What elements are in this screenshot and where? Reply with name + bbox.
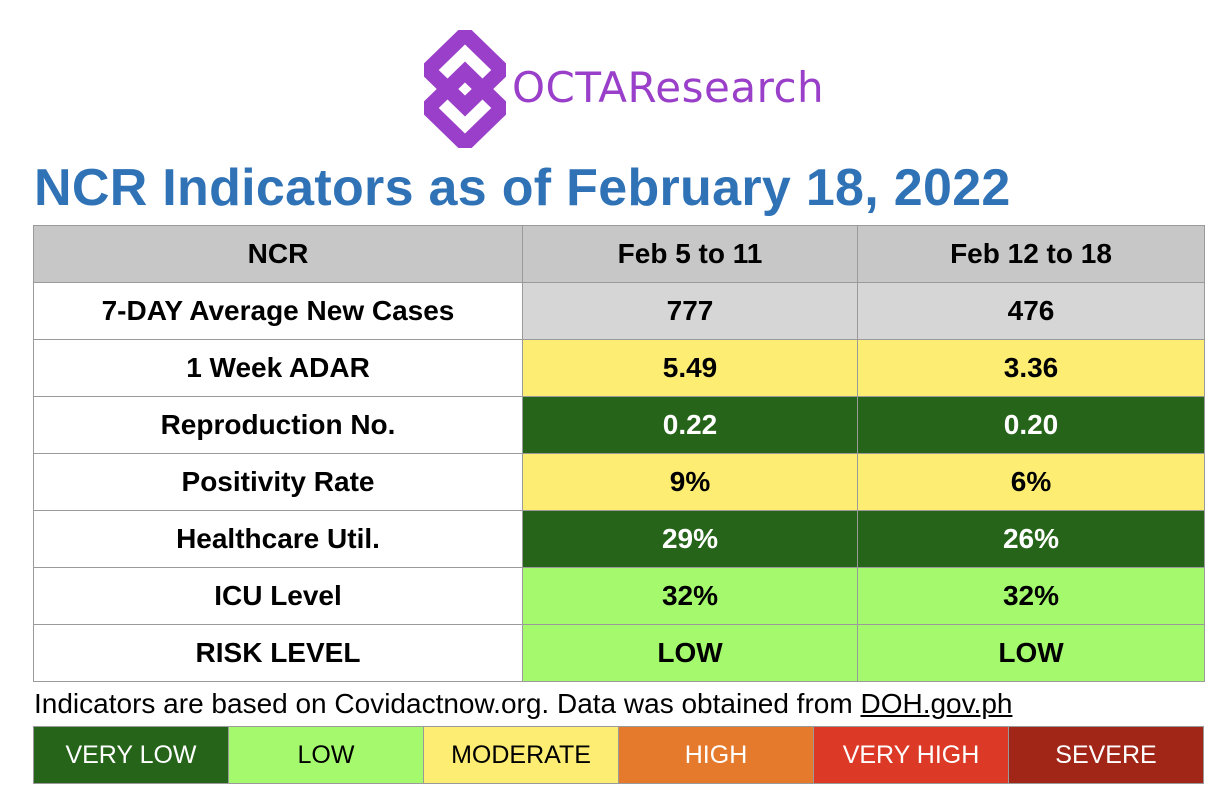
row-value-week-1: 777 [522,282,858,340]
row-label: RISK LEVEL [33,624,523,682]
row-value-week-2: LOW [857,624,1205,682]
row-value-week-2: 0.20 [857,396,1205,454]
header-ncr: NCR [33,225,523,283]
doh-link[interactable]: DOH.gov.ph [860,688,1013,719]
row-value-week-1: 29% [522,510,858,568]
table-row: RISK LEVEL LOW LOW [33,624,1205,682]
row-value-week-2: 32% [857,567,1205,625]
table-row: 1 Week ADAR 5.49 3.36 [33,339,1205,397]
logo: OCTAResearch [424,30,824,148]
legend-moderate: MODERATE [424,727,619,783]
header-week-1: Feb 5 to 11 [522,225,858,283]
footnote: Indicators are based on Covidactnow.org.… [34,688,1012,720]
table-header-row: NCR Feb 5 to 11 Feb 12 to 18 [33,225,1205,283]
risk-legend: VERY LOW LOW MODERATE HIGH VERY HIGH SEV… [33,726,1204,784]
row-value-week-1: 0.22 [522,396,858,454]
row-value-week-1: LOW [522,624,858,682]
table-row: Positivity Rate 9% 6% [33,453,1205,511]
legend-high: HIGH [619,727,814,783]
row-label: Positivity Rate [33,453,523,511]
row-label: Reproduction No. [33,396,523,454]
row-value-week-2: 6% [857,453,1205,511]
row-label: ICU Level [33,567,523,625]
row-value-week-2: 476 [857,282,1205,340]
row-value-week-1: 9% [522,453,858,511]
legend-very-high: VERY HIGH [814,727,1009,783]
page-title: NCR Indicators as of February 18, 2022 [34,159,1011,217]
indicators-table: NCR Feb 5 to 11 Feb 12 to 18 7-DAY Avera… [33,225,1205,682]
row-value-week-2: 26% [857,510,1205,568]
row-value-week-1: 5.49 [522,339,858,397]
table-row: Healthcare Util. 29% 26% [33,510,1205,568]
legend-very-low: VERY LOW [34,727,229,783]
legend-low: LOW [229,727,424,783]
header-week-2: Feb 12 to 18 [857,225,1205,283]
octa-diamond-logo-icon [424,30,506,148]
legend-severe: SEVERE [1009,727,1203,783]
row-label: 7-DAY Average New Cases [33,282,523,340]
row-label: Healthcare Util. [33,510,523,568]
table-row: Reproduction No. 0.22 0.20 [33,396,1205,454]
footnote-text: Indicators are based on Covidactnow.org.… [34,688,861,719]
logo-text: OCTAResearch [512,62,825,112]
row-value-week-2: 3.36 [857,339,1205,397]
table-row: ICU Level 32% 32% [33,567,1205,625]
row-label: 1 Week ADAR [33,339,523,397]
table-row: 7-DAY Average New Cases 777 476 [33,282,1205,340]
row-value-week-1: 32% [522,567,858,625]
